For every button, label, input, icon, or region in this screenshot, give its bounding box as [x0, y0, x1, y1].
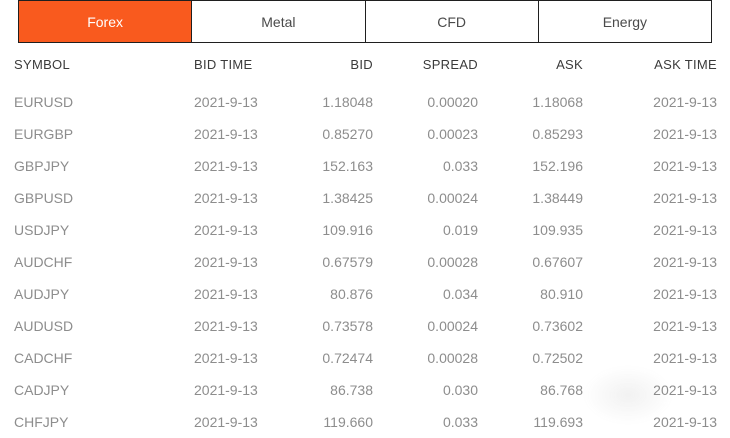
- quotes-table-body: EURUSD 2021-9-13 1.18048 0.00020 1.18068 2021…: [0, 86, 730, 438]
- table-row: CHFJPY 2021-9-13 119.660 0.033 119.693 2021-9…: [0, 406, 730, 438]
- cell-spread: 0.00024: [427, 318, 478, 334]
- cell-ask-time: 2021-9-13: [653, 158, 717, 174]
- cell-bid-time: 2021-9-13: [194, 94, 258, 110]
- cell-symbol: EURUSD: [14, 94, 74, 110]
- cell-bid-time: 2021-9-13: [194, 190, 258, 206]
- cell-bid: 80.876: [330, 286, 373, 302]
- cell-ask: 0.72502: [532, 350, 583, 366]
- cell-ask: 86.768: [540, 382, 583, 398]
- cell-symbol: GBPUSD: [14, 190, 74, 206]
- cell-symbol: AUDJPY: [14, 286, 70, 302]
- cell-bid-time: 2021-9-13: [194, 382, 258, 398]
- cell-bid: 0.73578: [322, 318, 373, 334]
- cell-spread: 0.00024: [427, 190, 478, 206]
- cell-ask-time: 2021-9-13: [653, 286, 717, 302]
- cell-spread: 0.034: [442, 286, 478, 302]
- cell-bid-time: 2021-9-13: [194, 222, 258, 238]
- cell-spread: 0.033: [442, 158, 478, 174]
- table-row: AUDJPY 2021-9-13 80.876 0.034 80.910 2021-9-1…: [0, 278, 730, 310]
- cell-symbol: CADJPY: [14, 382, 70, 398]
- cell-bid-time: 2021-9-13: [194, 350, 258, 366]
- column-header-symbol: SYMBOL: [14, 57, 70, 72]
- cell-bid: 0.67579: [322, 254, 373, 270]
- column-header-spread: SPREAD: [422, 57, 478, 72]
- cell-ask: 119.693: [533, 414, 583, 430]
- cell-spread: 0.00023: [427, 126, 478, 142]
- table-row: EURUSD 2021-9-13 1.18048 0.00020 1.18068 2021…: [0, 86, 730, 118]
- cell-bid-time: 2021-9-13: [194, 286, 258, 302]
- cell-ask: 1.18068: [532, 94, 583, 110]
- tab-cfd[interactable]: CFD: [366, 1, 539, 42]
- cell-bid: 109.916: [322, 222, 373, 238]
- tab-energy[interactable]: Energy: [602, 13, 648, 30]
- cell-ask: 80.910: [540, 286, 583, 302]
- cell-symbol: EURGBP: [14, 126, 74, 142]
- cell-spread: 0.00028: [427, 254, 478, 270]
- table-row: CADJPY 2021-9-13 86.738 0.030 86.768 2021-9-1…: [0, 374, 730, 406]
- cell-bid: 86.738: [330, 382, 373, 398]
- tab-bar: Forex Metal CFD Energy: [18, 0, 712, 43]
- quotes-table: SYMBOL BID TIME BID SPREAD ASK ASK TIME EURUS…: [0, 43, 730, 438]
- cell-bid: 0.72474: [322, 350, 373, 366]
- cell-ask-time: 2021-9-13: [653, 254, 717, 270]
- column-header-bid: BID: [350, 57, 373, 72]
- cell-spread: 0.030: [442, 382, 478, 398]
- cell-ask-time: 2021-9-13: [653, 318, 717, 334]
- cell-ask-time: 2021-9-13: [653, 190, 717, 206]
- cell-bid: 1.18048: [322, 94, 373, 110]
- cell-bid-time: 2021-9-13: [194, 318, 258, 334]
- cell-ask-time: 2021-9-13: [653, 222, 717, 238]
- table-row: CADCHF 2021-9-13 0.72474 0.00028 0.72502 2021…: [0, 342, 730, 374]
- cell-ask: 152.196: [532, 158, 583, 174]
- cell-bid-time: 2021-9-13: [194, 158, 258, 174]
- cell-ask-time: 2021-9-13: [653, 126, 717, 142]
- cell-bid-time: 2021-9-13: [194, 414, 258, 430]
- cell-symbol: USDJPY: [14, 222, 70, 238]
- cell-bid-time: 2021-9-13: [194, 254, 258, 270]
- cell-ask-time: 2021-9-13: [653, 414, 717, 430]
- cell-spread: 0.00020: [427, 94, 478, 110]
- table-row: EURGBP 2021-9-13 0.85270 0.00023 0.85293 2021…: [0, 118, 730, 150]
- cell-symbol: GBPJPY: [14, 158, 70, 174]
- cell-spread: 0.00028: [427, 350, 478, 366]
- cell-bid: 152.163: [322, 158, 373, 174]
- cell-bid: 1.38425: [322, 190, 373, 206]
- table-header-row: SYMBOL BID TIME BID SPREAD ASK ASK TIME: [0, 43, 730, 86]
- tab-metal[interactable]: Metal: [192, 1, 366, 42]
- cell-ask-time: 2021-9-13: [653, 94, 717, 110]
- cell-ask-time: 2021-9-13: [653, 350, 717, 366]
- column-header-ask-time: ASK TIME: [654, 57, 717, 72]
- cell-spread: 0.033: [442, 414, 478, 430]
- table-row: GBPJPY 2021-9-13 152.163 0.033 152.196 2021-9…: [0, 150, 730, 182]
- table-row: GBPUSD 2021-9-13 1.38425 0.00024 1.38449 2021…: [0, 182, 730, 214]
- cell-bid: 119.660: [323, 414, 373, 430]
- cell-symbol: CHFJPY: [14, 414, 69, 430]
- cell-symbol: AUDCHF: [14, 254, 73, 270]
- cell-symbol: CADCHF: [14, 350, 73, 366]
- table-row: AUDUSD 2021-9-13 0.73578 0.00024 0.73602 2021…: [0, 310, 730, 342]
- column-header-ask: ASK: [556, 57, 583, 72]
- cell-ask-time: 2021-9-13: [653, 382, 717, 398]
- cell-ask: 1.38449: [532, 190, 583, 206]
- cell-symbol: AUDUSD: [14, 318, 74, 334]
- cell-ask: 109.935: [532, 222, 583, 238]
- cell-ask: 0.85293: [532, 126, 583, 142]
- cell-bid-time: 2021-9-13: [194, 126, 258, 142]
- cell-spread: 0.019: [442, 222, 478, 238]
- cell-ask: 0.67607: [532, 254, 583, 270]
- tab-forex[interactable]: Forex: [19, 1, 193, 42]
- cell-ask: 0.73602: [532, 318, 583, 334]
- table-row: USDJPY 2021-9-13 109.916 0.019 109.935 2021-9…: [0, 214, 730, 246]
- table-row: AUDCHF 2021-9-13 0.67579 0.00028 0.67607 2021…: [0, 246, 730, 278]
- column-header-bid-time: BID TIME: [194, 57, 253, 72]
- cell-bid: 0.85270: [322, 126, 373, 142]
